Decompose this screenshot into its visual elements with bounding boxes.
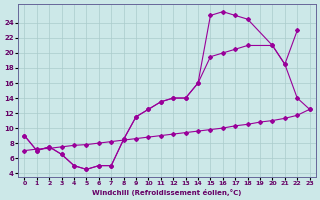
- X-axis label: Windchill (Refroidissement éolien,°C): Windchill (Refroidissement éolien,°C): [92, 189, 242, 196]
